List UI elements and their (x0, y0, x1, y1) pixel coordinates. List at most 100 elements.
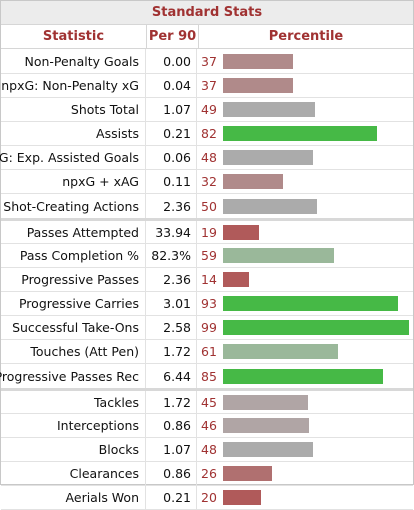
per90-value: 1.07 (146, 98, 197, 121)
percentile-cell: 26 (197, 462, 413, 485)
stat-name[interactable]: Clearances (1, 462, 146, 485)
percentile-value: 99 (201, 320, 217, 335)
percentile-value: 46 (201, 418, 217, 433)
percentile-bar-track (223, 320, 411, 335)
per90-value: 82.3% (146, 244, 197, 267)
percentile-cell: 14 (197, 268, 413, 291)
per90-value: 0.06 (146, 146, 197, 169)
percentile-cell: 59 (197, 244, 413, 267)
stat-name[interactable]: npxG: Non-Penalty xG (1, 74, 146, 97)
percentile-bar (223, 490, 261, 505)
per90-value: 0.00 (146, 49, 197, 73)
table-row: Pass Completion % 82.3% 59 (1, 244, 413, 268)
stat-name[interactable]: Shots Total (1, 98, 146, 121)
percentile-value: 32 (201, 174, 217, 189)
percentile-bar-track (223, 78, 411, 93)
per90-value: 33.94 (146, 221, 197, 243)
stat-name[interactable]: Aerials Won (1, 486, 146, 509)
stat-name[interactable]: Non-Penalty Goals (1, 49, 146, 73)
table-row: Successful Take-Ons 2.58 99 (1, 316, 413, 340)
column-header-per90[interactable]: Per 90 (147, 25, 199, 48)
percentile-bar-track (223, 174, 411, 189)
per90-value: 1.72 (146, 391, 197, 413)
stat-name[interactable]: npxG + xAG (1, 170, 146, 193)
table-body: Non-Penalty Goals 0.00 37 npxG: Non-Penalty… (0, 49, 413, 510)
table-row: Clearances 0.86 26 (1, 462, 413, 486)
percentile-cell: 20 (197, 486, 413, 509)
percentile-cell: 85 (197, 364, 413, 388)
table-row: Progressive Passes Rec 6.44 85 (0, 364, 413, 391)
stat-name[interactable]: Pass Completion % (1, 244, 146, 267)
stat-name[interactable]: Assists (1, 122, 146, 145)
stat-name[interactable]: Progressive Passes (1, 268, 146, 291)
stat-name[interactable]: Tackles (1, 391, 146, 413)
stat-name[interactable]: Passes Attempted (1, 221, 146, 243)
percentile-bar (223, 224, 259, 240)
percentile-value: 48 (201, 442, 217, 457)
stat-name[interactable]: Touches (Att Pen) (1, 340, 146, 363)
stat-name[interactable]: xAG: Exp. Assisted Goals (0, 146, 146, 169)
percentile-cell: 48 (197, 146, 413, 169)
percentile-cell: 82 (197, 122, 413, 145)
table-row: npxG: Non-Penalty xG 0.04 37 (1, 74, 413, 98)
table-row: Assists 0.21 82 (1, 122, 413, 146)
percentile-value: 61 (201, 344, 217, 359)
per90-value: 3.01 (146, 292, 197, 315)
stat-name[interactable]: Progressive Passes Rec (0, 364, 146, 388)
percentile-value: 49 (201, 102, 217, 117)
table-row: Aerials Won 0.21 20 (1, 486, 413, 510)
per90-value: 0.86 (146, 462, 197, 485)
per90-value: 6.44 (146, 364, 197, 388)
percentile-bar-track (223, 466, 411, 481)
table-row: Interceptions 0.86 46 (1, 414, 413, 438)
stat-name[interactable]: Progressive Carries (1, 292, 146, 315)
percentile-cell: 93 (197, 292, 413, 315)
percentile-bar (223, 248, 334, 263)
percentile-cell: 99 (197, 316, 413, 339)
percentile-bar-track (223, 53, 411, 69)
percentile-bar (223, 53, 293, 69)
percentile-cell: 46 (197, 414, 413, 437)
table-row: npxG + xAG 0.11 32 (1, 170, 413, 194)
percentile-bar (223, 442, 313, 457)
table-row: Non-Penalty Goals 0.00 37 (1, 49, 413, 74)
column-header-percentile[interactable]: Percentile (268, 29, 344, 44)
stat-name[interactable]: Blocks (1, 438, 146, 461)
percentile-bar-track (223, 272, 411, 287)
percentile-cell: 32 (197, 170, 413, 193)
percentile-cell: 61 (197, 340, 413, 363)
table-row: Shots Total 1.07 49 (1, 98, 413, 122)
percentile-bar (223, 78, 293, 93)
percentile-bar (223, 150, 313, 165)
table-row: Progressive Carries 3.01 93 (1, 292, 413, 316)
percentile-cell: 19 (197, 221, 413, 243)
percentile-bar (223, 174, 283, 189)
stat-name[interactable]: Shot-Creating Actions (1, 194, 146, 218)
table-row: Tackles 1.72 45 (1, 391, 413, 414)
percentile-bar-track (223, 368, 411, 384)
percentile-value: 45 (201, 394, 217, 410)
table-caption: Standard Stats (1, 1, 413, 25)
percentile-bar-track (223, 248, 411, 263)
percentile-bar-track (223, 224, 411, 240)
percentile-bar-track (223, 126, 411, 141)
column-header-statistic[interactable]: Statistic (1, 25, 147, 48)
table-row: Shot-Creating Actions 2.36 50 (1, 194, 413, 221)
percentile-value: 26 (201, 466, 217, 481)
percentile-cell: 37 (197, 74, 413, 97)
percentile-value: 59 (201, 248, 217, 263)
percentile-cell: 50 (197, 194, 413, 218)
per90-value: 2.58 (146, 316, 197, 339)
percentile-value: 19 (201, 224, 217, 240)
percentile-bar-track (223, 394, 411, 410)
percentile-value: 37 (201, 78, 217, 93)
percentile-bar (223, 320, 409, 335)
stat-name[interactable]: Interceptions (1, 414, 146, 437)
table-row: Touches (Att Pen) 1.72 61 (1, 340, 413, 364)
percentile-bar-track (223, 296, 411, 311)
percentile-bar-track (223, 442, 411, 457)
percentile-bar (223, 126, 377, 141)
stat-name[interactable]: Successful Take-Ons (1, 316, 146, 339)
